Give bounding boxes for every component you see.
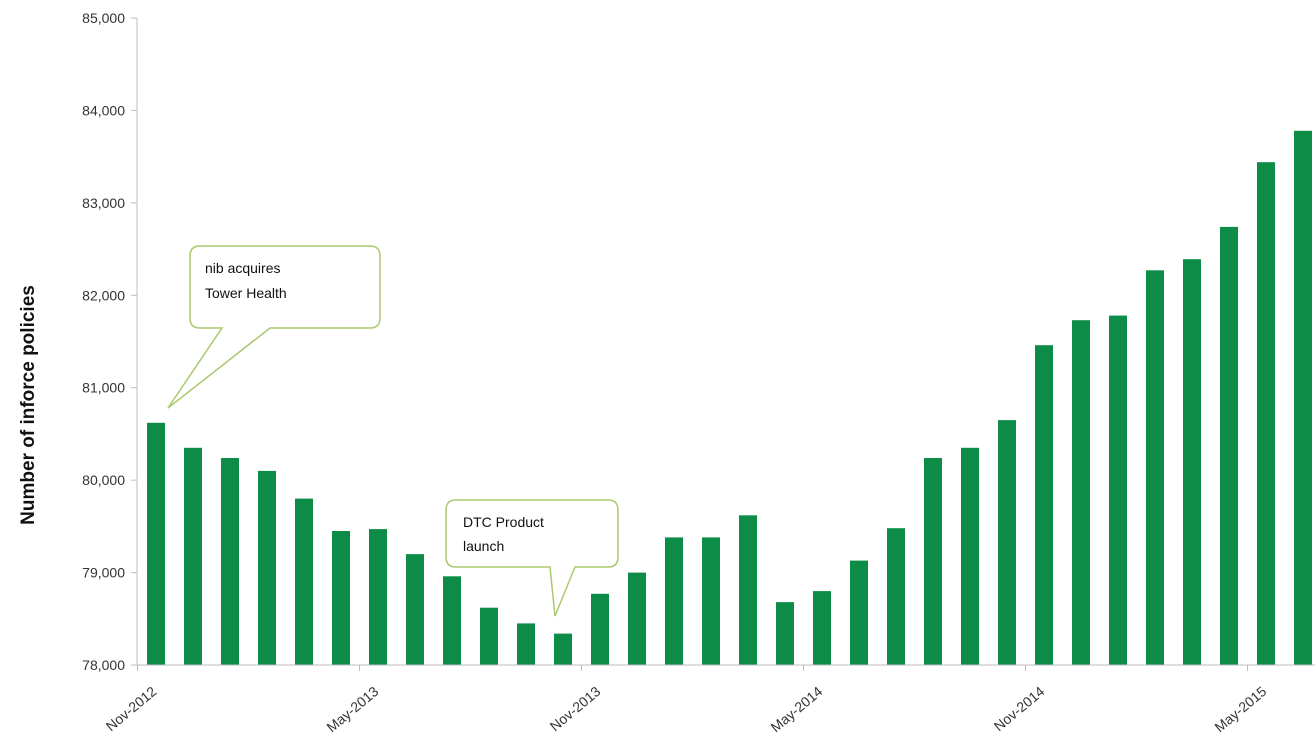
bar-jul-2014	[887, 528, 905, 665]
axes-group	[136, 18, 1315, 666]
bar-feb-2014	[702, 537, 720, 665]
bar-dec-2012	[184, 447, 202, 665]
bar-nov-2012	[147, 422, 165, 665]
bar-apr-2015	[1220, 226, 1238, 665]
bar-dec-2013	[628, 572, 646, 665]
annotation-nib-acquires: nib acquires Tower Health	[167, 245, 381, 409]
bar-jan-2015	[1109, 315, 1127, 665]
annotation-dtc-launch-line1: DTC Product	[463, 514, 544, 530]
y-tick-label: 84,000	[82, 102, 125, 118]
annotation-dtc-launch: DTC Product launch	[445, 499, 619, 617]
bar-feb-2015	[1146, 270, 1164, 665]
bar-aug-2014	[924, 458, 942, 665]
y-tick-label: 81,000	[82, 380, 125, 396]
annotations-group: nib acquires Tower Health DTC Product la…	[167, 245, 619, 617]
y-tick-label: 85,000	[82, 10, 125, 26]
bar-jan-2013	[221, 458, 239, 665]
bar-nov-2013	[591, 593, 609, 665]
bar-jun-2014	[850, 560, 868, 665]
annotation-nib-acquires-bubble	[167, 245, 381, 409]
annotation-dtc-launch-line2: launch	[463, 538, 504, 554]
bar-aug-2013	[480, 607, 498, 665]
bar-nov-2014	[1035, 345, 1053, 665]
y-tick-label: 83,000	[82, 195, 125, 211]
bar-mar-2015	[1183, 259, 1201, 665]
y-tick-label: 79,000	[82, 565, 125, 581]
annotation-nib-acquires-line2: Tower Health	[205, 285, 287, 301]
bar-may-2015	[1257, 162, 1275, 665]
bars-group	[147, 130, 1312, 666]
y-axis-title-group: Number of inforce policies	[18, 285, 39, 525]
y-axis-title: Number of inforce policies	[18, 285, 39, 525]
bar-mar-2014	[739, 515, 757, 665]
bar-may-2014	[813, 591, 831, 665]
x-ticks-group: Nov-2012 May-2013 Nov-2013 May-2014 Nov-2014…	[103, 665, 1270, 735]
bar-dec-2014	[1072, 320, 1090, 665]
bar-feb-2013	[258, 470, 276, 665]
bar-jun-2013	[406, 554, 424, 665]
annotation-dtc-launch-bubble	[445, 499, 619, 617]
bar-sep-2014	[961, 447, 979, 665]
bar-oct-2014	[998, 420, 1016, 665]
bar-sep-2013	[517, 623, 535, 665]
bar-may-2013	[369, 529, 387, 665]
bar-mar-2013	[295, 498, 313, 665]
x-tick-label: Nov-2012	[103, 683, 160, 734]
x-tick-label: Nov-2014	[991, 683, 1048, 734]
x-tick-label: May-2015	[1211, 683, 1269, 735]
y-ticks-group: 78,000 79,000 80,000 81,000 82,000 83,000 84,0…	[82, 10, 137, 673]
bar-apr-2013	[332, 531, 350, 665]
x-tick-label: Nov-2013	[547, 683, 604, 734]
y-tick-label: 78,000	[82, 657, 125, 673]
x-tick-label: May-2013	[323, 683, 381, 735]
bar-jan-2014	[665, 537, 683, 665]
y-tick-label: 82,000	[82, 287, 125, 303]
bar-jul-2013	[443, 576, 461, 665]
x-tick-label: May-2014	[767, 683, 825, 735]
bar-apr-2014	[776, 602, 794, 665]
y-tick-label: 80,000	[82, 472, 125, 488]
annotation-nib-acquires-line1: nib acquires	[205, 260, 281, 276]
bar-jun-2015	[1294, 130, 1312, 666]
bar-oct-2013	[554, 633, 572, 665]
